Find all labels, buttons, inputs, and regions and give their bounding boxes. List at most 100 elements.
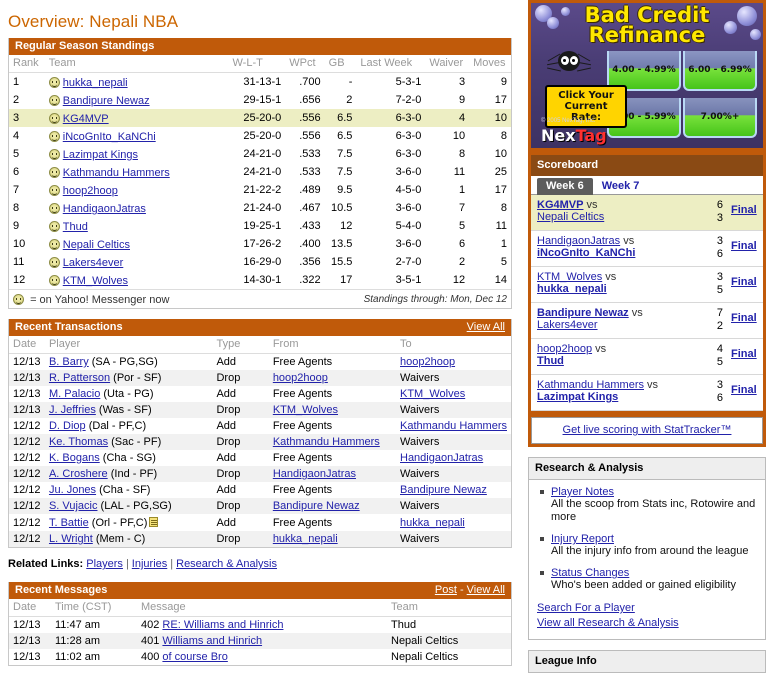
transaction-to-cell: Waivers [396,531,511,547]
scoreboard-vs-label: vs [628,307,643,319]
scoreboard-home-score: 3 [716,212,723,224]
transaction-player-link[interactable]: T. Battie [48,517,89,529]
transaction-player-link[interactable]: S. Vujacic [48,500,98,512]
player-note-icon[interactable] [149,517,159,527]
transaction-player-link[interactable]: L. Wright [48,533,93,545]
standings-team-link[interactable]: iNcoGnIto_KaNChi [62,131,156,143]
scoreboard-home-team-link[interactable]: hukka_nepali [537,283,607,295]
ad-creative[interactable]: Bad Credit Refinance 4.00 - 4.99% 6.00 -… [531,3,763,148]
messages-view-all-link[interactable]: View All [466,584,505,596]
related-links-separator: | [170,558,174,570]
transaction-player-link[interactable]: R. Patterson [48,372,111,384]
standings-team-link[interactable]: KTM_Wolves [62,275,128,287]
related-link-3[interactable]: Research & Analysis [176,558,278,570]
transaction-player-link[interactable]: K. Bogans [48,452,100,464]
message-subject-link[interactable]: Williams and Hinrich [162,635,263,647]
related-link-2[interactable]: Injuries [131,558,168,570]
scoreboard-status-link[interactable]: Final [731,276,757,288]
messages-post-link[interactable]: Post [434,584,457,596]
transaction-from-link[interactable]: Kathmandu Hammers [272,436,380,448]
msg-col-time: Time (CST) [51,599,137,617]
scoreboard-away-team-link[interactable]: KTM_Wolves [537,271,603,283]
ad-banner[interactable]: Bad Credit Refinance 4.00 - 4.99% 6.00 -… [528,0,766,155]
ad-rate-beaker[interactable]: 6.00 - 6.99% [683,51,757,91]
scoreboard-status-link[interactable]: Final [731,240,757,252]
scoreboard-home-team-link[interactable]: iNcoGnIto_KaNChi [537,247,636,259]
scoreboard-status-link[interactable]: Final [731,348,757,360]
transaction-player-link[interactable]: Ju. Jones [48,484,97,496]
scoreboard-away-team-link[interactable]: hoop2hoop [537,343,593,355]
transaction-type: Add [216,388,237,400]
standings-gb: - [348,76,353,88]
transactions-view-all-link[interactable]: View All [466,321,505,333]
standings-team-link[interactable]: Nepali Celtics [62,239,130,251]
message-subject-link[interactable]: of course Bro [162,651,228,663]
research-item-link-3[interactable]: Status Changes [551,567,630,579]
scoreboard-away-team-link[interactable]: HandigaonJatras [537,235,621,247]
scoreboard-away-team-link[interactable]: KG4MVP [537,199,584,211]
transaction-to-link[interactable]: KTM_Wolves [400,388,466,400]
transaction-from-link[interactable]: hoop2hoop [272,372,328,384]
ad-rate-beaker[interactable]: 7.00%+ [683,98,757,138]
scoreboard-status-link[interactable]: Final [731,204,757,216]
standings-team-link[interactable]: hoop2hoop [62,185,118,197]
ad-rate-3: 5.00 - 5.99% [612,112,676,122]
messenger-smiley-icon [48,185,60,196]
scoreboard-home-team-link[interactable]: Thud [537,355,564,367]
ad-bubble-icon [561,7,570,16]
scoreboard-status-link[interactable]: Final [731,312,757,324]
scoreboard-home-team-link[interactable]: Lazimpat Kings [537,391,619,403]
transaction-player-link[interactable]: D. Diop [48,420,86,432]
tx-col-type: Type [212,336,269,354]
related-link-1[interactable]: Players [86,558,123,570]
standings-wlt: 19-25-1 [243,220,282,232]
standings-team-link[interactable]: KG4MVP [62,113,109,125]
scoreboard-header: Scoreboard [531,155,763,176]
scoreboard-vs-label: vs [592,343,607,355]
transaction-player-link[interactable]: A. Croshere [48,468,108,480]
messenger-smiley-icon [48,257,60,268]
ad-rate-beaker[interactable]: 4.00 - 4.99% [607,51,681,91]
transaction-from-link[interactable]: KTM_Wolves [272,404,339,416]
standings-team-link[interactable]: Lakers4ever [62,257,124,269]
research-item-link-2[interactable]: Injury Report [551,533,614,545]
scoreboard-home-team-link[interactable]: Nepali Celtics [537,211,605,223]
scoreboard-home-team-link[interactable]: Lakers4ever [537,319,598,331]
standings-team-link[interactable]: Lazimpat Kings [62,149,138,161]
transaction-player-link[interactable]: M. Palacio [48,388,101,400]
transaction-to-link[interactable]: hukka_nepali [400,516,465,529]
standings-team-link[interactable]: HandigaonJatras [62,203,146,215]
transaction-to-cell: HandigaonJatras [396,450,511,466]
message-subject-link[interactable]: RE: Williams and Hinrich [162,619,284,631]
standings-team-link[interactable]: Thud [62,221,88,233]
scoreboard-tab-2[interactable]: Week 7 [601,180,640,192]
transaction-player-link[interactable]: B. Barry [48,356,89,368]
scoreboard-status-link[interactable]: Final [731,384,757,396]
transaction-to-link[interactable]: hoop2hoop [400,356,456,368]
research-item-link-1[interactable]: Player Notes [551,486,614,498]
transaction-player-cell: L. Wright (Mem - C) [44,531,213,547]
standings-team-link[interactable]: Bandipure Newaz [62,95,150,107]
transaction-from-link[interactable]: hukka_nepali [272,533,338,545]
transaction-to-link[interactable]: HandigaonJatras [400,452,484,464]
scoreboard-away-team-link[interactable]: Bandipure Newaz [537,307,629,319]
transaction-player-link[interactable]: Ke. Thomas [48,436,109,448]
transaction-from-link[interactable]: HandigaonJatras [272,468,356,480]
standings-team-link[interactable]: Kathmandu Hammers [62,167,170,179]
scoreboard-away-team-link[interactable]: Kathmandu Hammers [537,379,644,391]
research-footer-link-1[interactable]: Search For a Player [537,602,635,614]
transaction-to-link[interactable]: Kathmandu Hammers [400,420,507,432]
transaction-to-cell: Waivers [396,434,511,450]
transaction-to-link[interactable]: Bandipure Newaz [400,484,487,496]
standings-team-link[interactable]: hukka_nepali [62,77,128,89]
col-wpct: WPct [285,55,325,73]
scoreboard-tab-1[interactable]: Week 6 [537,178,593,195]
stattracker-link[interactable]: Get live scoring with StatTracker™ [562,424,732,436]
transaction-player-link[interactable]: J. Jeffries [48,404,96,416]
transaction-from-link[interactable]: Bandipure Newaz [272,500,360,512]
messenger-smiley-icon [48,221,60,232]
col-waiver: Waiver [425,55,470,73]
standings-moves: 5 [500,256,507,268]
research-footer-link-2[interactable]: View all Research & Analysis [537,617,679,629]
ad-cta-button[interactable]: Click Your Current Rate: [545,85,627,128]
